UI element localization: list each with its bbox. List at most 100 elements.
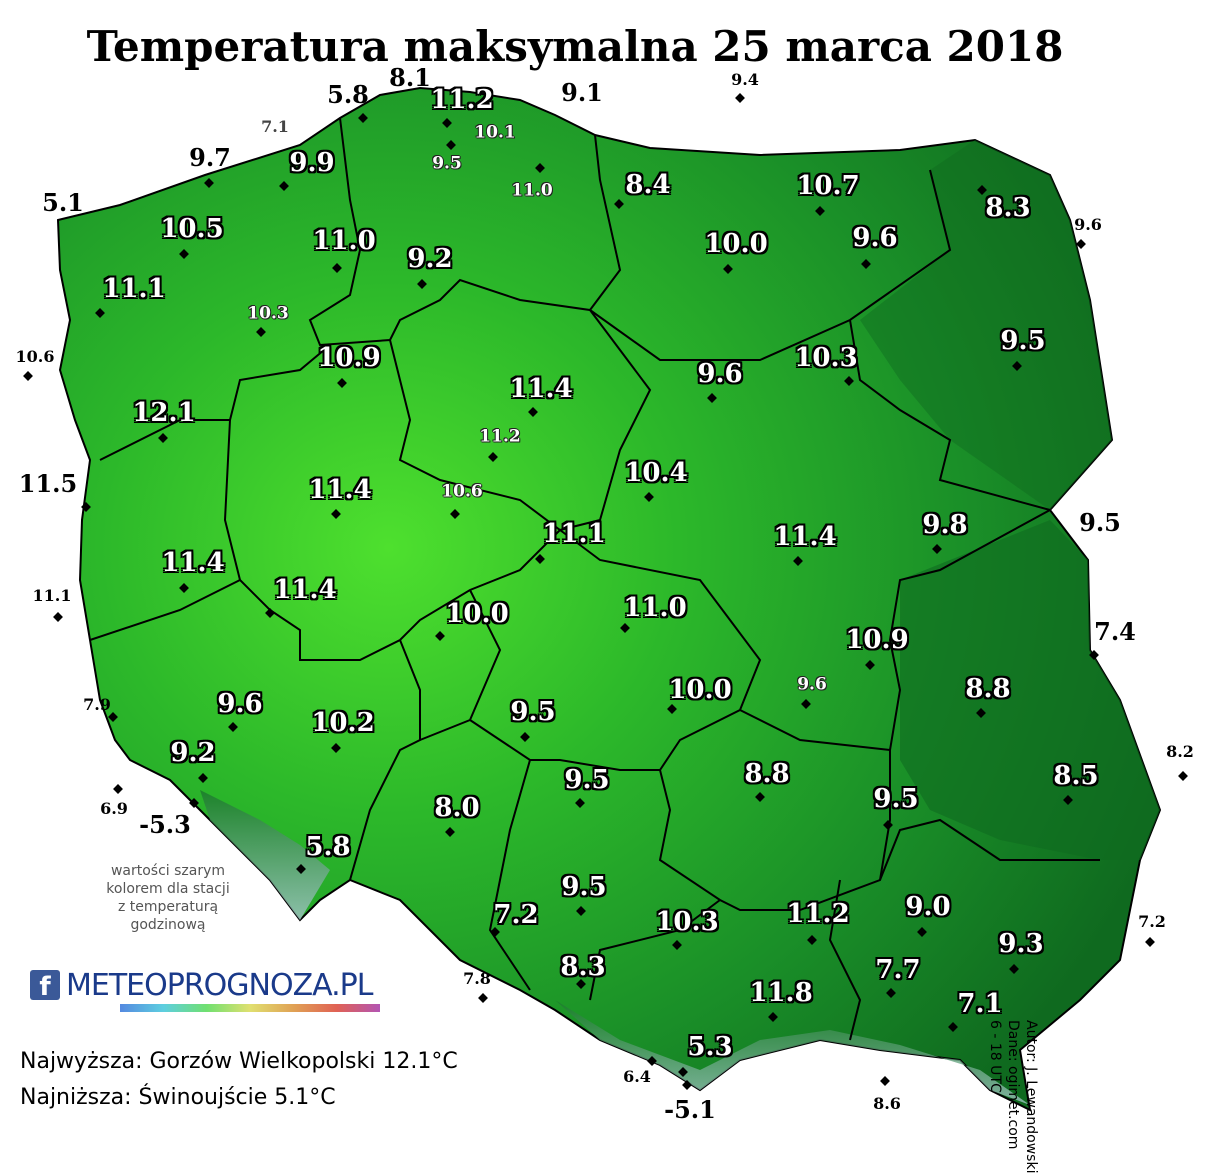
station-temperature-label: 8.1 xyxy=(389,63,431,92)
station-temperature-label: 7.8 xyxy=(463,969,491,988)
station-temperature-label: 7.1 xyxy=(261,117,289,136)
station-temperature-label: 9.9 xyxy=(289,148,335,178)
station-temperature-label: 11.0 xyxy=(312,226,376,256)
station-temperature-label: 6.4 xyxy=(623,1067,651,1086)
station-temperature-label: -5.1 xyxy=(664,1095,716,1124)
station-temperature-label: 9.2 xyxy=(407,244,453,274)
station-temperature-label: 9.6 xyxy=(217,689,263,719)
station-temperature-label: 8.6 xyxy=(873,1094,901,1113)
station-temperature-label: 9.3 xyxy=(998,929,1044,959)
station-temperature-label: 7.1 xyxy=(957,989,1003,1019)
station-temperature-label: 5.8 xyxy=(305,832,351,862)
station-temperature-label: 7.4 xyxy=(1094,617,1136,646)
station-temperature-label: 9.0 xyxy=(905,892,951,922)
note-line: wartości szarym xyxy=(110,863,226,879)
station-temperature-label: 10.2 xyxy=(311,708,375,738)
station-temperature-label: 10.0 xyxy=(704,229,768,259)
station-temperature-label: 10.0 xyxy=(668,675,732,705)
note-line: z temperaturą xyxy=(117,899,219,915)
east-dark-region xyxy=(900,520,1160,860)
station-temperature-label: 12.1 xyxy=(132,398,196,428)
station-temperature-label: 11.4 xyxy=(509,374,573,404)
station-temperature-label: 11.1 xyxy=(542,519,606,549)
logo-text: METEOPROGNOZA.PL xyxy=(66,968,373,1003)
station-temperature-label: 9.2 xyxy=(170,738,216,768)
station-temperature-label: 8.3 xyxy=(985,193,1031,223)
station-temperature-label: 8.0 xyxy=(434,793,480,823)
min-temperature-line: Najniższa: Świnoujście 5.1°C xyxy=(20,1085,336,1110)
time-range-line: 6 - 18 UTC xyxy=(987,1020,1003,1093)
station-temperature-label: 9.5 xyxy=(561,872,607,902)
station-temperature-label: 9.5 xyxy=(564,765,610,795)
map-title: Temperatura maksymalna 25 marca 2018 xyxy=(86,22,1064,71)
mountains-sudety xyxy=(200,790,330,920)
mountains-karpaty xyxy=(555,1000,1030,1105)
station-temperature-label: 9.7 xyxy=(189,143,231,172)
station-temperature-label: 10.3 xyxy=(247,303,289,324)
station-temperature-label: 11.4 xyxy=(273,575,337,605)
station-temperature-label: 9.6 xyxy=(852,223,898,253)
station-temperature-label: 10.3 xyxy=(794,343,858,373)
station-temperature-label: 5.8 xyxy=(327,80,369,109)
station-temperature-label: 10.6 xyxy=(441,481,483,502)
station-temperature-label: 8.5 xyxy=(1053,761,1099,791)
station-temperature-label: -5.3 xyxy=(139,810,191,839)
voivodeship-borders xyxy=(89,117,1100,1041)
station-temperature-label: 9.5 xyxy=(1000,326,1046,356)
station-temperature-label: 11.8 xyxy=(749,978,813,1008)
station-temperature-label: 9.8 xyxy=(922,510,968,540)
station-temperature-label: 8.4 xyxy=(625,170,671,200)
author-credits: Autor: J. Lewandowski Dane: ogimet.com 6… xyxy=(986,1020,1040,1173)
poland-temperature-map xyxy=(56,86,1162,1112)
note-line: godzinową xyxy=(130,917,206,933)
station-temperature-label: 5.3 xyxy=(687,1032,733,1062)
data-source-line: Dane: ogimet.com xyxy=(1005,1020,1021,1150)
station-temperature-label: 9.5 xyxy=(432,153,462,174)
station-temperature-label: 9.5 xyxy=(510,697,556,727)
station-temperature-label: 5.1 xyxy=(42,188,84,217)
station-temperature-label: 8.8 xyxy=(965,674,1011,704)
station-temperature-label: 11.5 xyxy=(18,469,78,498)
station-temperature-label: 10.0 xyxy=(445,599,509,629)
max-temperature-line: Najwyższa: Gorzów Wielkopolski 12.1°C xyxy=(20,1049,458,1074)
station-temperature-label: 7.9 xyxy=(83,695,111,714)
station-temperature-label: 9.6 xyxy=(1074,215,1102,234)
grey-values-note: wartości szarym kolorem dla stacji z tem… xyxy=(88,862,248,934)
station-temperature-label: 8.2 xyxy=(1166,742,1194,761)
station-temperature-label: 11.4 xyxy=(773,522,837,552)
station-temperature-label: 11.0 xyxy=(511,180,553,201)
station-temperature-label: 11.2 xyxy=(430,85,494,115)
station-temperature-label: 7.2 xyxy=(1138,912,1166,931)
station-temperature-label: 10.3 xyxy=(655,907,719,937)
station-temperature-label: 10.7 xyxy=(796,171,860,201)
station-temperature-label: 8.8 xyxy=(744,759,790,789)
station-temperature-label: 10.6 xyxy=(15,347,55,366)
station-temperature-label: 11.2 xyxy=(786,899,850,929)
station-temperature-label: 11.1 xyxy=(32,586,72,605)
station-temperature-label: 11.4 xyxy=(308,475,372,505)
station-temperature-label: 9.5 xyxy=(1079,508,1121,537)
station-temperature-label: 6.9 xyxy=(100,799,128,818)
station-temperature-label: 11.1 xyxy=(102,274,166,304)
facebook-icon: f xyxy=(30,970,60,1002)
logo-color-bar xyxy=(120,1004,380,1012)
station-temperature-label: 10.4 xyxy=(624,458,688,488)
station-temperature-label: 11.0 xyxy=(623,593,687,623)
station-temperature-label: 10.5 xyxy=(160,214,224,244)
meteoprognoza-logo: f METEOPROGNOZA.PL xyxy=(30,968,380,1018)
station-temperature-label: 10.9 xyxy=(317,343,381,373)
northeast-dark-region xyxy=(860,140,1112,510)
station-temperature-label: 8.3 xyxy=(560,952,606,982)
station-temperature-label: 9.1 xyxy=(561,78,603,107)
author-line: Autor: J. Lewandowski xyxy=(1023,1020,1039,1173)
station-temperature-label: 9.4 xyxy=(731,70,759,89)
station-temperature-label: 10.1 xyxy=(474,122,516,143)
station-temperature-label: 7.2 xyxy=(493,900,539,930)
note-line: kolorem dla stacji xyxy=(106,881,230,897)
station-temperature-label: 11.2 xyxy=(479,426,521,447)
station-temperature-label: 9.6 xyxy=(797,674,827,695)
station-temperature-label: 7.7 xyxy=(875,955,921,985)
station-temperature-label: 9.5 xyxy=(873,784,919,814)
extremes-summary: Najwyższa: Gorzów Wielkopolski 12.1°C Na… xyxy=(20,1044,458,1116)
station-temperature-label: 9.6 xyxy=(697,359,743,389)
